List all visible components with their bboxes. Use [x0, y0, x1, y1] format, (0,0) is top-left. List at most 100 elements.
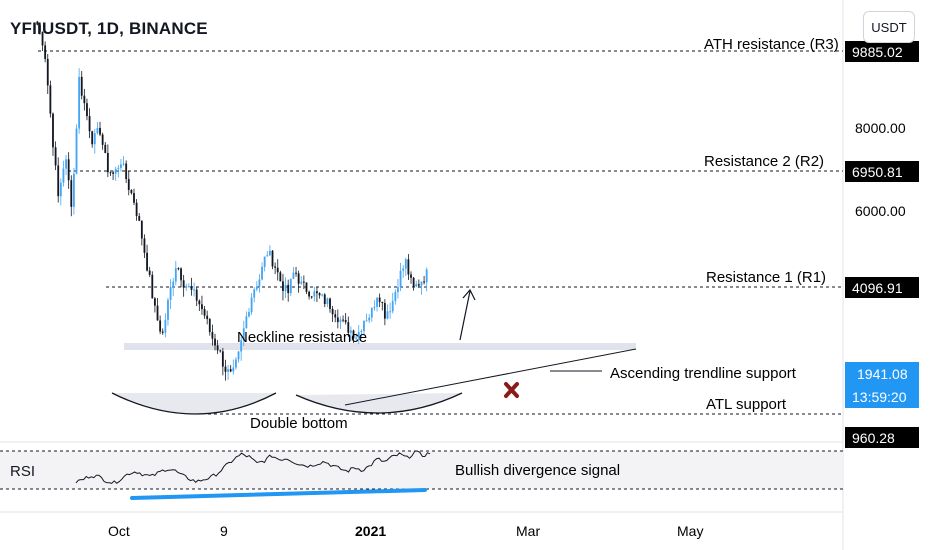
price-tag-ath[interactable]: 9885.02	[845, 41, 919, 62]
bullish-divergence-line[interactable]	[130, 488, 427, 500]
candle-body	[65, 159, 67, 169]
candle-body	[41, 31, 44, 46]
candlestick-series	[36, 20, 428, 381]
candle-body	[138, 216, 141, 221]
candle-body	[146, 252, 148, 271]
candle-body	[329, 298, 331, 309]
price-tag-text: 1941.08	[857, 366, 908, 382]
candle-body	[271, 250, 274, 267]
candle-body	[91, 131, 94, 145]
candle-body	[169, 287, 172, 300]
candle-body	[211, 332, 214, 339]
candle-body	[130, 189, 133, 194]
candle-body	[54, 147, 57, 166]
candle-body	[159, 320, 162, 332]
candle-body	[420, 281, 423, 286]
candle-body	[104, 144, 107, 153]
candle-body	[363, 321, 365, 332]
candle-body	[381, 301, 384, 304]
candle-body	[287, 284, 290, 294]
candle-body	[248, 312, 250, 317]
candle-body	[297, 273, 300, 284]
candle-body	[268, 250, 271, 256]
candle-body	[308, 291, 311, 297]
candle-body	[203, 309, 206, 316]
candle-body	[261, 266, 263, 280]
candle-body	[302, 281, 305, 283]
candle-body	[88, 116, 91, 132]
candle-body	[284, 284, 287, 291]
candle-body	[198, 300, 201, 305]
candle-body	[240, 340, 243, 352]
resistance-2-label: Resistance 2 (R2)	[704, 153, 824, 170]
ath-resistance-label: ATH resistance (R3)	[704, 36, 839, 53]
candle-body	[276, 267, 279, 273]
price-tag-r1[interactable]: 4096.91	[845, 277, 919, 298]
candle-body	[70, 180, 73, 207]
candle-body	[227, 369, 229, 372]
candle-body	[295, 272, 297, 274]
candle-body	[263, 256, 266, 267]
candle-body	[127, 179, 130, 190]
candle-body	[342, 319, 344, 321]
candle-body	[156, 305, 159, 321]
candle-body	[331, 308, 334, 315]
candle-body	[93, 133, 96, 145]
candle-body	[349, 330, 352, 333]
price-tag-r2[interactable]: 6950.81	[845, 161, 919, 182]
candle-body	[86, 103, 88, 117]
candle-body	[386, 311, 389, 319]
candle-body	[117, 167, 120, 169]
price-tag-text: 9885.02	[852, 44, 903, 60]
rsi-line	[75, 450, 431, 484]
candle-body	[101, 134, 104, 145]
candle-body	[195, 289, 198, 301]
candle-body	[237, 351, 240, 360]
candle-body	[172, 281, 175, 288]
candle-body	[75, 128, 78, 174]
candle-body	[402, 268, 405, 271]
price-tag-current[interactable]: 1941.08	[845, 362, 919, 385]
candle-body	[59, 182, 62, 197]
neckline-resistance-label: Neckline resistance	[237, 329, 367, 346]
candle-body	[352, 330, 355, 339]
candle-body	[235, 359, 237, 368]
candle-body	[321, 294, 324, 296]
candle-body	[140, 220, 143, 239]
candle-body	[266, 255, 269, 257]
candle-body	[310, 296, 313, 298]
candle-body	[46, 58, 49, 86]
candle-body	[190, 286, 193, 290]
candle-body	[339, 319, 342, 323]
currency-button[interactable]: USDT	[863, 11, 915, 43]
candle-body	[300, 281, 303, 284]
rsi-indicator-label: RSI	[10, 463, 36, 480]
candle-body	[365, 320, 368, 322]
candle-body	[151, 274, 154, 299]
candle-body	[201, 304, 203, 310]
candle-body	[216, 345, 219, 351]
candle-body	[161, 331, 164, 333]
candle-body	[232, 367, 235, 372]
double-bottom-label: Double bottom	[250, 415, 348, 432]
double-bottom-arc-left	[111, 392, 277, 415]
candle-body	[253, 289, 256, 298]
price-tag-atl[interactable]: 960.28	[845, 427, 919, 448]
candle-body	[229, 369, 232, 372]
candle-body	[180, 268, 182, 281]
candle-body	[39, 24, 41, 32]
candle-body	[114, 168, 117, 174]
candle-body	[410, 274, 412, 278]
candle-body	[245, 316, 248, 329]
candle-body	[282, 281, 284, 291]
candle-body	[326, 298, 329, 305]
candle-body	[112, 172, 115, 174]
neckline-band	[124, 343, 636, 350]
candle-body	[415, 284, 418, 287]
ascending-trendline[interactable]	[344, 348, 637, 406]
candle-body	[67, 159, 70, 181]
candle-body	[214, 338, 216, 346]
candle-body	[242, 328, 245, 341]
candle-body	[347, 322, 350, 333]
